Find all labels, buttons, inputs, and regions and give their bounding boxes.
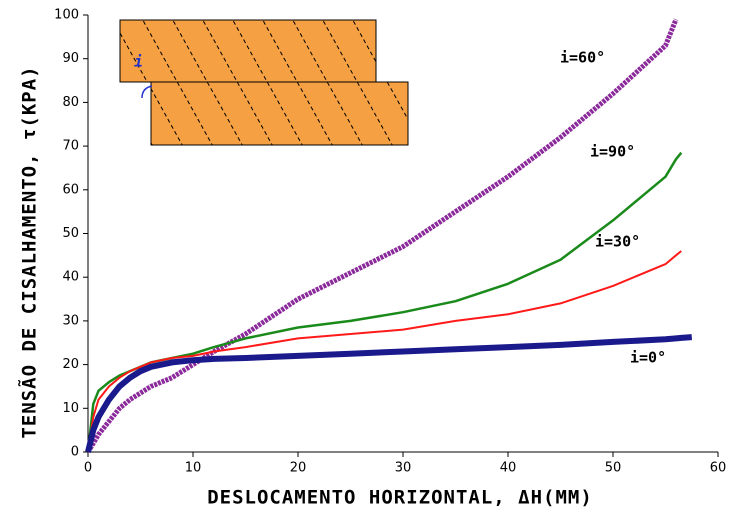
y-tick-label: 100 (54, 8, 79, 23)
x-tick-label: 40 (500, 461, 517, 476)
y-tick-label: 70 (62, 139, 79, 154)
hatch-line (440, 15, 515, 150)
y-tick-label: 50 (62, 226, 79, 241)
y-tick-label: 90 (62, 51, 79, 66)
hatch-line (0, 15, 5, 150)
x-tick-label: 20 (290, 461, 307, 476)
series-label: i=0° (630, 349, 666, 367)
y-tick-label: 20 (62, 357, 79, 372)
series-line (88, 153, 681, 452)
x-tick-label: 60 (710, 461, 727, 476)
inset-label: i (134, 53, 143, 71)
y-axis-title: TENSÃO DE CISALHAMENTO, τ(KPA) (17, 65, 41, 438)
hatch-line (440, 15, 515, 150)
hatch-line (0, 15, 5, 150)
x-tick-label: 30 (395, 461, 412, 476)
y-tick-label: 40 (62, 270, 79, 285)
hatch-line (470, 15, 545, 150)
hatch-line (500, 15, 575, 150)
x-tick-label: 10 (185, 461, 202, 476)
hatch-line (410, 15, 485, 150)
hatch-line (410, 15, 485, 150)
series-label: i=60° (560, 49, 605, 67)
hatch-line (470, 15, 545, 150)
y-tick-label: 30 (62, 313, 79, 328)
y-tick-label: 10 (62, 401, 79, 416)
x-tick-label: 50 (605, 461, 622, 476)
series-line (88, 337, 692, 452)
y-tick-label: 60 (62, 182, 79, 197)
x-axis-title: DESLOCAMENTO HORIZONTAL, ΔH(MM) (207, 487, 593, 509)
upper-block (120, 20, 376, 82)
series-label: i=90° (590, 143, 635, 161)
y-tick-label: 0 (71, 445, 79, 460)
x-tick-label: 0 (84, 461, 92, 476)
hatch-line (500, 15, 575, 150)
inset-diagram: i (0, 15, 575, 150)
chart: i DESLOCAMENTO HORIZONTAL, ΔH(MM) TENSÃO… (0, 0, 734, 518)
y-tick-label: 80 (62, 95, 79, 110)
series-label: i=30° (595, 233, 640, 251)
lower-block (151, 82, 408, 145)
